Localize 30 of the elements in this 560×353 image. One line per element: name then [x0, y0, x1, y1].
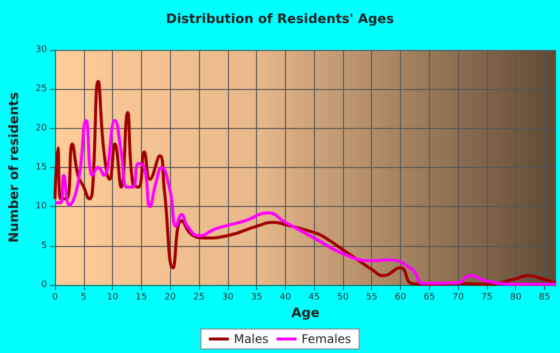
x-tick-label: 50: [337, 292, 349, 302]
y-tick-label: 15: [36, 162, 47, 172]
x-tick-label: 10: [106, 292, 119, 302]
y-tick-label: 10: [36, 202, 48, 212]
x-tick-label: 40: [280, 292, 292, 302]
x-tick-label: 85: [538, 292, 550, 302]
x-tick-label: 20: [164, 292, 176, 302]
x-tick-label: 15: [136, 292, 148, 302]
x-tick-label: 60: [394, 292, 407, 302]
x-tick-label: 0: [52, 292, 58, 302]
x-tick-label: 65: [424, 292, 436, 302]
y-tick-label: 0: [41, 280, 48, 290]
x-tick-label: 75: [481, 292, 493, 302]
y-axis-title: Number of residents: [7, 92, 22, 243]
x-tick-label: 35: [250, 292, 262, 302]
y-tick-label: 25: [36, 84, 47, 94]
x-tick-label: 80: [510, 292, 522, 302]
x-tick-label: 30: [222, 292, 234, 302]
x-tick-label: 5: [80, 292, 87, 302]
y-tick-label: 30: [36, 45, 48, 55]
legend-label: Males: [234, 332, 269, 346]
y-tick-label: 5: [41, 240, 47, 251]
x-tick-label: 70: [452, 292, 464, 302]
x-tick-label: 25: [193, 292, 205, 302]
x-tick-label: 55: [366, 292, 378, 302]
legend-label: Females: [302, 332, 352, 346]
chart-title: Distribution of Residents' Ages: [166, 12, 394, 27]
x-tick-label: 45: [308, 292, 320, 302]
x-axis-title: Age: [291, 306, 320, 321]
y-tick-label: 20: [36, 123, 48, 134]
